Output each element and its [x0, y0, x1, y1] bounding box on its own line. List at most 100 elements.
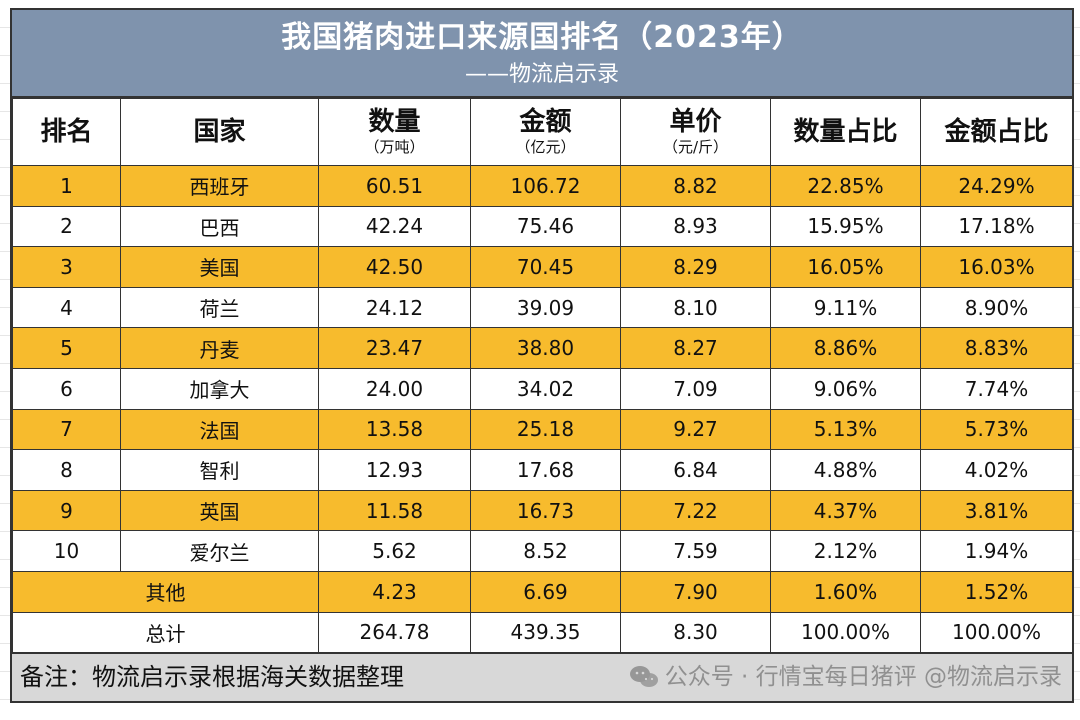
cell-quantity: 42.50	[318, 246, 471, 288]
cell-amount-share: 1.94%	[920, 530, 1073, 572]
cell-quantity-share: 8.86%	[770, 327, 921, 369]
header-price-unit: （元/斤）	[662, 138, 729, 156]
cell-price: 6.84	[620, 449, 771, 491]
table-row: 8 智利 12.93 17.68 6.84 4.88% 4.02%	[12, 449, 1073, 491]
watermark-text: 公众号 · 行情宝每日猪评 @物流启示录	[664, 664, 1062, 691]
cell-country: 美国	[120, 246, 319, 288]
header-amount-unit: （亿元）	[515, 138, 576, 156]
cell-quantity: 264.78	[318, 611, 471, 654]
cell-amount: 70.45	[470, 246, 621, 288]
wechat-icon	[629, 666, 658, 688]
cell-country: 荷兰	[120, 286, 319, 329]
table-row: 4 荷兰 24.12 39.09 8.10 9.11% 8.90%	[12, 286, 1073, 329]
cell-amount-share: 3.81%	[920, 489, 1073, 532]
cell-label: 总计	[12, 611, 319, 654]
cell-quantity-share: 15.95%	[770, 205, 921, 248]
cell-country: 英国	[120, 489, 319, 532]
cell-amount: 8.52	[470, 530, 621, 572]
table-container: 我国猪肉进口来源国排名（2023年） ——物流启示录 排名 国家 数量 （万吨） …	[10, 8, 1074, 704]
table-row-other: 其他 4.23 6.69 7.90 1.60% 1.52%	[12, 570, 1073, 613]
cell-price: 7.22	[620, 489, 771, 532]
cell-quantity: 5.62	[318, 530, 471, 572]
cell-price: 8.30	[620, 611, 771, 654]
cell-amount-share: 100.00%	[920, 611, 1073, 654]
header-quantity-unit: （万吨）	[364, 138, 425, 156]
cell-amount-share: 17.18%	[920, 205, 1073, 248]
cell-price: 8.82	[620, 165, 771, 207]
cell-amount: 39.09	[470, 286, 621, 329]
cell-price: 8.27	[620, 327, 771, 369]
cell-quantity-share: 2.12%	[770, 530, 921, 572]
cell-quantity: 12.93	[318, 449, 471, 491]
header-price: 单价 （元/斤）	[620, 98, 771, 166]
cell-amount: 439.35	[470, 611, 621, 654]
cell-amount-share: 16.03%	[920, 246, 1073, 288]
cell-amount-share: 8.83%	[920, 327, 1073, 369]
header-row: 排名 国家 数量 （万吨） 金额 （亿元） 单价 （元/斤） 数量占比 金额占比	[12, 98, 1073, 166]
cell-amount: 38.80	[470, 327, 621, 369]
table-row: 3 美国 42.50 70.45 8.29 16.05% 16.03%	[12, 246, 1073, 288]
cell-amount-share: 7.74%	[920, 367, 1073, 410]
footer-bar: 备注：物流启示录根据海关数据整理 公众号 · 行情宝每日猪评 @物流启示录	[12, 653, 1072, 702]
header-rank: 排名	[12, 98, 121, 166]
header-amount-share: 金额占比	[920, 98, 1073, 166]
cell-amount: 25.18	[470, 408, 621, 451]
cell-rank: 5	[12, 327, 121, 369]
cell-amount-share: 5.73%	[920, 408, 1073, 451]
cell-country: 智利	[120, 449, 319, 491]
cell-country: 法国	[120, 408, 319, 451]
table-row: 6 加拿大 24.00 34.02 7.09 9.06% 7.74%	[12, 367, 1073, 410]
source-note: 备注：物流启示录根据海关数据整理	[20, 663, 404, 692]
cell-rank: 1	[12, 165, 121, 207]
cell-amount-share: 1.52%	[920, 570, 1073, 613]
cell-country: 西班牙	[120, 165, 319, 207]
cell-quantity: 24.00	[318, 367, 471, 410]
table-row-total: 总计 264.78 439.35 8.30 100.00% 100.00%	[12, 611, 1073, 654]
cell-price: 8.93	[620, 205, 771, 248]
cell-country: 爱尔兰	[120, 530, 319, 572]
cell-quantity-share: 5.13%	[770, 408, 921, 451]
cell-quantity-share: 22.85%	[770, 165, 921, 207]
header-country: 国家	[120, 98, 319, 166]
cell-rank: 2	[12, 205, 121, 248]
table-row: 9 英国 11.58 16.73 7.22 4.37% 3.81%	[12, 489, 1073, 532]
watermark: 公众号 · 行情宝每日猪评 @物流启示录	[629, 662, 1062, 692]
table-body: 1 西班牙 60.51 106.72 8.82 22.85% 24.29% 2 巴西 42.24 7…	[12, 165, 1073, 654]
cell-quantity: 4.23	[318, 570, 471, 613]
cell-price: 7.09	[620, 367, 771, 410]
cell-quantity: 24.12	[318, 286, 471, 329]
cell-amount: 16.73	[470, 489, 621, 532]
cell-price: 9.27	[620, 408, 771, 451]
cell-quantity-share: 9.11%	[770, 286, 921, 329]
table-row: 10 爱尔兰 5.62 8.52 7.59 2.12% 1.94%	[12, 530, 1073, 572]
table-row: 7 法国 13.58 25.18 9.27 5.13% 5.73%	[12, 408, 1073, 451]
cell-amount: 6.69	[470, 570, 621, 613]
cell-quantity: 42.24	[318, 205, 471, 248]
cell-amount: 75.46	[470, 205, 621, 248]
cell-amount-share: 8.90%	[920, 286, 1073, 329]
cell-amount-share: 4.02%	[920, 449, 1073, 491]
cell-price: 8.29	[620, 246, 771, 288]
cell-price: 7.90	[620, 570, 771, 613]
cell-rank: 10	[12, 530, 121, 572]
cell-quantity: 11.58	[318, 489, 471, 532]
table-row: 5 丹麦 23.47 38.80 8.27 8.86% 8.83%	[12, 327, 1073, 369]
cell-rank: 7	[12, 408, 121, 451]
cell-rank: 9	[12, 489, 121, 532]
cell-price: 7.59	[620, 530, 771, 572]
cell-country: 巴西	[120, 205, 319, 248]
header-quantity-share: 数量占比	[770, 98, 921, 166]
cell-amount-share: 24.29%	[920, 165, 1073, 207]
cell-amount: 34.02	[470, 367, 621, 410]
cell-country: 丹麦	[120, 327, 319, 369]
table-row: 1 西班牙 60.51 106.72 8.82 22.85% 24.29%	[12, 165, 1073, 207]
cell-price: 8.10	[620, 286, 771, 329]
table-row: 2 巴西 42.24 75.46 8.93 15.95% 17.18%	[12, 205, 1073, 248]
cell-country: 加拿大	[120, 367, 319, 410]
cell-quantity: 13.58	[318, 408, 471, 451]
header-quantity: 数量 （万吨）	[318, 98, 471, 166]
cell-quantity-share: 4.88%	[770, 449, 921, 491]
cell-rank: 8	[12, 449, 121, 491]
cell-quantity-share: 9.06%	[770, 367, 921, 410]
